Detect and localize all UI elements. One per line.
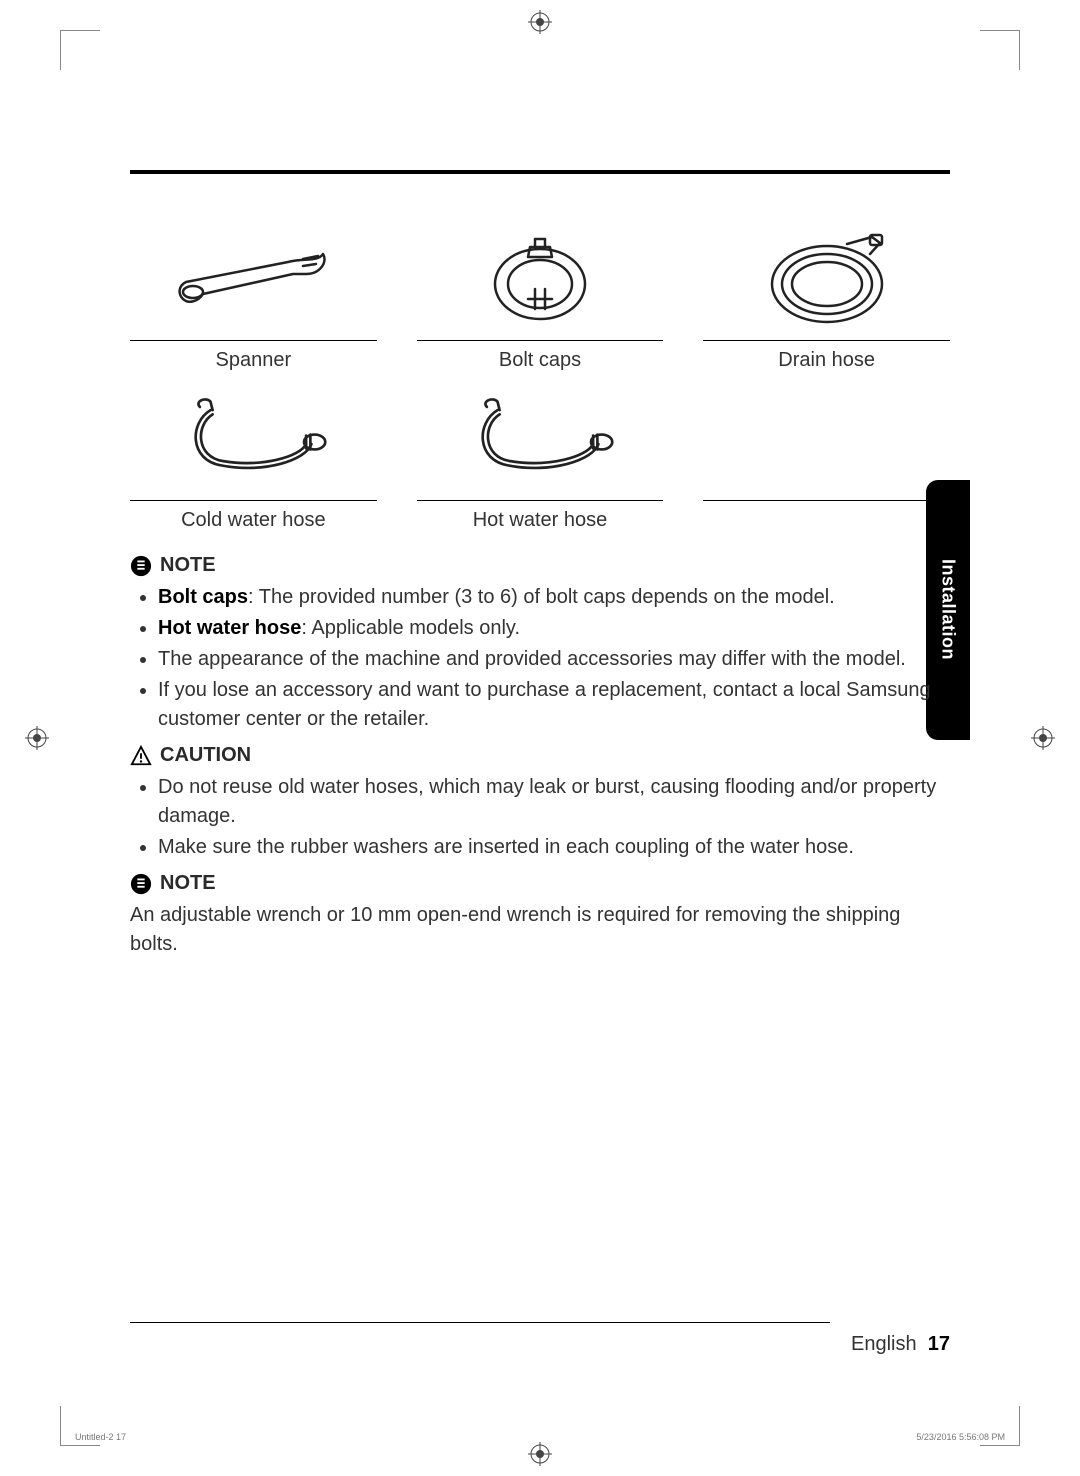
crop-mark <box>980 30 1020 70</box>
list-item: Bolt caps: The provided number (3 to 6) … <box>158 583 950 612</box>
footer-divider <box>130 1322 830 1323</box>
cell-divider <box>130 340 377 341</box>
print-meta-right: 5/23/2016 5:56:08 PM <box>916 1432 1005 1442</box>
registration-mark-icon <box>25 726 49 750</box>
accessory-hot-water-hose: Hot water hose <box>417 384 664 544</box>
list-item: If you lose an accessory and want to pur… <box>158 676 950 734</box>
cell-divider <box>417 500 664 501</box>
note-heading-text: NOTE <box>160 872 216 895</box>
section-divider <box>130 170 950 174</box>
caution-heading: CAUTION <box>130 744 950 767</box>
accessory-empty <box>703 384 950 544</box>
accessory-cold-water-hose: Cold water hose <box>130 384 377 544</box>
registration-mark-icon <box>1031 726 1055 750</box>
print-meta-left: Untitled-2 17 <box>75 1432 126 1442</box>
caution-heading-text: CAUTION <box>160 744 251 767</box>
registration-mark-icon <box>528 1442 552 1466</box>
accessory-drain-hose: Drain hose <box>703 224 950 384</box>
footer-page-number: 17 <box>928 1333 950 1355</box>
note-icon <box>130 555 152 577</box>
bolt-caps-icon <box>417 224 664 334</box>
drain-hose-icon <box>703 224 950 334</box>
caution-icon <box>130 745 152 767</box>
cell-divider <box>417 340 664 341</box>
note-block: NOTE An adjustable wrench or 10 mm open-… <box>130 872 950 959</box>
list-item: Make sure the rubber washers are inserte… <box>158 833 950 862</box>
accessory-grid: Spanner Bolt caps <box>130 224 950 544</box>
page-footer: English 17 <box>130 1322 950 1356</box>
cold-water-hose-icon <box>130 384 377 494</box>
note-list: Bolt caps: The provided number (3 to 6) … <box>130 583 950 734</box>
cell-divider <box>130 500 377 501</box>
accessory-label: Cold water hose <box>130 509 377 544</box>
registration-mark-icon <box>528 10 552 34</box>
footer-language: English <box>851 1333 917 1355</box>
spanner-icon <box>130 224 377 334</box>
note-heading: NOTE <box>130 554 950 577</box>
list-item: Hot water hose: Applicable models only. <box>158 614 950 643</box>
hot-water-hose-icon <box>417 384 664 494</box>
accessory-label: Drain hose <box>703 349 950 384</box>
page-content: Spanner Bolt caps <box>130 170 950 1356</box>
list-item: The appearance of the machine and provid… <box>158 645 950 674</box>
accessory-label <box>703 509 950 521</box>
note-heading-text: NOTE <box>160 554 216 577</box>
footer-text: English 17 <box>130 1333 950 1356</box>
note-block: NOTE Bolt caps: The provided number (3 t… <box>130 554 950 734</box>
note-text: An adjustable wrench or 10 mm open-end w… <box>130 901 950 959</box>
caution-list: Do not reuse old water hoses, which may … <box>130 773 950 862</box>
cell-divider <box>703 340 950 341</box>
caution-block: CAUTION Do not reuse old water hoses, wh… <box>130 744 950 862</box>
accessory-bolt-caps: Bolt caps <box>417 224 664 384</box>
accessory-label: Hot water hose <box>417 509 664 544</box>
accessory-label: Spanner <box>130 349 377 384</box>
note-icon <box>130 873 152 895</box>
list-item: Do not reuse old water hoses, which may … <box>158 773 950 831</box>
accessory-spanner: Spanner <box>130 224 377 384</box>
crop-mark <box>60 30 100 70</box>
note-heading: NOTE <box>130 872 950 895</box>
cell-divider <box>703 500 950 501</box>
accessory-label: Bolt caps <box>417 349 664 384</box>
